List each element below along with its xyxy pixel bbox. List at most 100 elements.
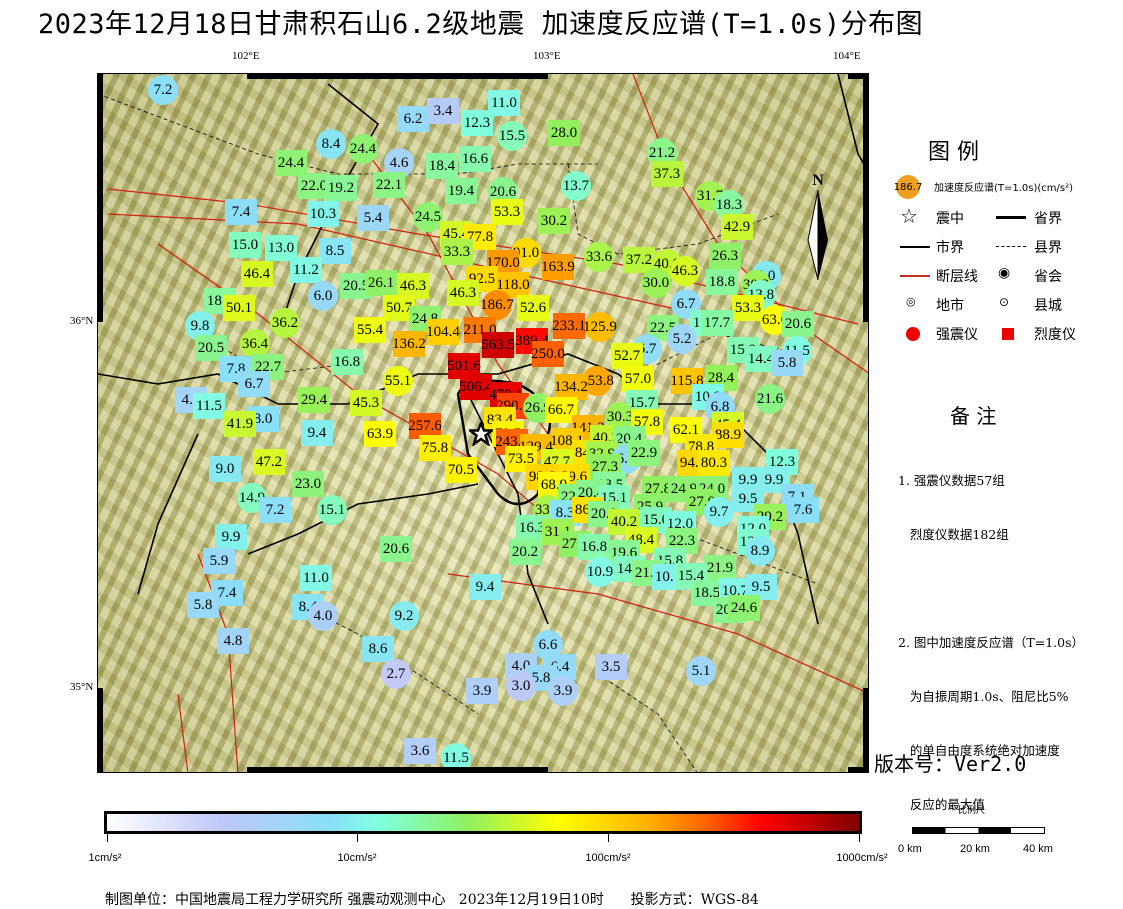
intensity-meter-station[interactable]: 16.8: [331, 349, 363, 375]
strong-motion-station[interactable]: 46.3: [670, 256, 700, 286]
map-area[interactable]: 7.2 6.2 3.4 11.0 12.3 15.5 28.0 8.4 24.4 4.6 18.4 1…: [97, 73, 869, 773]
intensity-meter-station[interactable]: 5.8: [771, 350, 803, 376]
intensity-meter-station[interactable]: 37.3: [651, 161, 683, 187]
intensity-meter-station[interactable]: 20.6: [782, 311, 814, 337]
strong-motion-station[interactable]: 2.7: [381, 659, 411, 689]
intensity-meter-station[interactable]: 22.1: [373, 172, 405, 198]
intensity-meter-station[interactable]: 24.6: [728, 595, 760, 621]
strong-motion-station[interactable]: 9.7: [704, 497, 734, 527]
intensity-meter-station[interactable]: 3.5: [595, 654, 627, 680]
intensity-meter-station[interactable]: 9.4: [469, 574, 501, 600]
intensity-meter-station[interactable]: 26.3: [709, 243, 741, 269]
strong-motion-station[interactable]: 24.4: [348, 134, 378, 164]
intensity-meter-station[interactable]: 33.3: [441, 239, 473, 265]
intensity-meter-station[interactable]: 16.8: [578, 534, 610, 560]
intensity-meter-station[interactable]: 63.9: [364, 421, 396, 447]
intensity-meter-station[interactable]: 3.6: [404, 738, 436, 764]
intensity-meter-station[interactable]: 23.0: [292, 471, 324, 497]
intensity-meter-station[interactable]: 22.9: [628, 440, 660, 466]
intensity-meter-station[interactable]: 233.1: [552, 313, 586, 339]
intensity-meter-station[interactable]: 5.8: [187, 592, 219, 618]
intensity-meter-station[interactable]: 7.6: [787, 497, 819, 523]
intensity-meter-station[interactable]: 15.0: [229, 232, 261, 258]
intensity-meter-station[interactable]: 42.9: [721, 214, 753, 240]
intensity-meter-station[interactable]: 12.3: [461, 110, 493, 136]
intensity-meter-station[interactable]: 9.4: [301, 420, 333, 446]
intensity-meter-station[interactable]: 11.0: [300, 565, 332, 591]
intensity-meter-station[interactable]: 17.7: [701, 310, 733, 336]
intensity-meter-station[interactable]: 563.5: [481, 332, 515, 358]
strong-motion-station[interactable]: 24.5: [413, 202, 443, 232]
intensity-meter-station[interactable]: 163.9: [541, 254, 575, 280]
strong-motion-station[interactable]: 33.6: [584, 242, 614, 272]
intensity-meter-station[interactable]: 50.1: [223, 295, 255, 321]
intensity-meter-station[interactable]: 8.6: [362, 636, 394, 662]
intensity-meter-station[interactable]: 16.6: [459, 146, 491, 172]
intensity-meter-station[interactable]: 26.1: [365, 270, 397, 296]
intensity-meter-station[interactable]: 10.3: [307, 201, 339, 227]
strong-motion-station[interactable]: 5.1: [686, 656, 716, 686]
intensity-meter-station[interactable]: 30.2: [538, 208, 570, 234]
intensity-meter-station[interactable]: 20.6: [380, 536, 412, 562]
intensity-meter-station[interactable]: 506.4: [459, 374, 493, 400]
strong-motion-station[interactable]: 8.4: [316, 129, 346, 159]
intensity-meter-station[interactable]: 9.0: [209, 456, 241, 482]
intensity-meter-station[interactable]: 55.4: [354, 317, 386, 343]
intensity-meter-station[interactable]: 70.5: [445, 457, 477, 483]
intensity-meter-station[interactable]: 52.6: [517, 295, 549, 321]
intensity-meter-station[interactable]: 8.5: [319, 238, 351, 264]
strong-motion-station[interactable]: 6.0: [308, 281, 338, 311]
intensity-meter-station[interactable]: 41.9: [224, 411, 256, 437]
strong-motion-station[interactable]: 4.0: [308, 601, 338, 631]
strong-motion-station[interactable]: 10.9: [585, 557, 615, 587]
intensity-meter-station[interactable]: 80.3: [698, 450, 730, 476]
strong-motion-station[interactable]: 21.6: [755, 384, 785, 414]
intensity-meter-station[interactable]: 53.3: [491, 199, 523, 225]
intensity-meter-station[interactable]: 46.3: [447, 280, 479, 306]
epicenter-star-icon[interactable]: [469, 422, 493, 446]
intensity-meter-station[interactable]: 19.2: [325, 175, 357, 201]
strong-motion-station[interactable]: 3.9: [548, 676, 578, 706]
intensity-meter-station[interactable]: 47.2: [253, 449, 285, 475]
intensity-meter-station[interactable]: 3.4: [427, 98, 459, 124]
intensity-meter-station[interactable]: 250.0: [531, 341, 565, 367]
intensity-meter-station[interactable]: 20.2: [509, 539, 541, 565]
intensity-meter-station[interactable]: 57.0: [622, 366, 654, 392]
intensity-meter-station[interactable]: 7.4: [225, 199, 257, 225]
strong-motion-station[interactable]: 11.5: [441, 743, 471, 772]
strong-motion-station[interactable]: 125.9: [583, 312, 617, 342]
intensity-meter-station[interactable]: 6.2: [397, 106, 429, 132]
intensity-meter-station[interactable]: 11.2: [290, 257, 322, 283]
strong-motion-station[interactable]: 15.5: [497, 121, 527, 151]
intensity-meter-station[interactable]: 29.4: [298, 387, 330, 413]
intensity-meter-station[interactable]: 6.7: [238, 371, 270, 397]
intensity-meter-station[interactable]: 28.0: [548, 120, 580, 146]
intensity-meter-station[interactable]: 104.4: [426, 319, 460, 345]
strong-motion-station[interactable]: 3.0: [506, 671, 536, 701]
strong-motion-station[interactable]: 13.7: [561, 171, 591, 201]
intensity-meter-station[interactable]: 11.5: [193, 393, 225, 419]
strong-motion-station[interactable]: 8.9: [745, 536, 775, 566]
intensity-meter-station[interactable]: 4.8: [217, 628, 249, 654]
strong-motion-station[interactable]: 186.7: [480, 290, 514, 320]
strong-motion-station[interactable]: 7.2: [148, 75, 178, 105]
intensity-meter-station[interactable]: 18.4: [426, 153, 458, 179]
version-label: 版本号：Ver2.0: [874, 752, 1027, 776]
strong-motion-station[interactable]: 15.1: [317, 495, 347, 525]
intensity-meter-station[interactable]: 7.2: [259, 497, 291, 523]
intensity-meter-station[interactable]: 5.9: [203, 548, 235, 574]
intensity-meter-station[interactable]: 5.4: [357, 205, 389, 231]
intensity-meter-station[interactable]: 45.3: [350, 390, 382, 416]
intensity-meter-station[interactable]: 19.4: [445, 178, 477, 204]
intensity-meter-station[interactable]: 136.2: [392, 331, 426, 357]
strong-motion-station[interactable]: 36.2: [270, 308, 300, 338]
intensity-meter-station[interactable]: 46.4: [241, 261, 273, 287]
strong-motion-station[interactable]: 55.1: [383, 366, 413, 396]
lon-tick-102: 102°E: [232, 50, 260, 62]
strong-motion-station[interactable]: 5.2: [667, 324, 697, 354]
strong-motion-station[interactable]: 30.0: [641, 268, 671, 298]
intensity-meter-station[interactable]: 18.8: [706, 269, 738, 295]
intensity-meter-station[interactable]: 9.9: [215, 524, 247, 550]
intensity-meter-station[interactable]: 3.9: [466, 678, 498, 704]
strong-motion-station[interactable]: 9.2: [389, 601, 419, 631]
